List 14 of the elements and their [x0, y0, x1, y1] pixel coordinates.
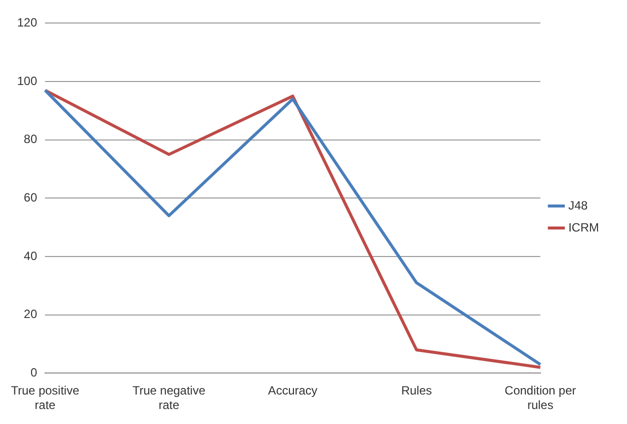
y-tick-label: 80: [24, 132, 38, 146]
y-tick-label: 60: [24, 190, 38, 205]
y-tick-label: 20: [24, 307, 38, 322]
legend-label: ICRM: [568, 220, 600, 234]
y-tick-label: 100: [17, 74, 38, 88]
y-tick-label: 120: [17, 16, 38, 30]
y-tick-label: 40: [24, 248, 38, 263]
x-tick-label: Accuracy: [268, 384, 318, 398]
legend-label: J48: [568, 198, 588, 212]
x-tick-label: Condition per rules: [504, 384, 576, 412]
x-tick-label: True negative rate: [132, 384, 206, 412]
x-tick-label: Rules: [401, 384, 432, 398]
x-tick-label: True positive rate: [11, 384, 80, 412]
y-tick-label: 0: [30, 366, 38, 380]
